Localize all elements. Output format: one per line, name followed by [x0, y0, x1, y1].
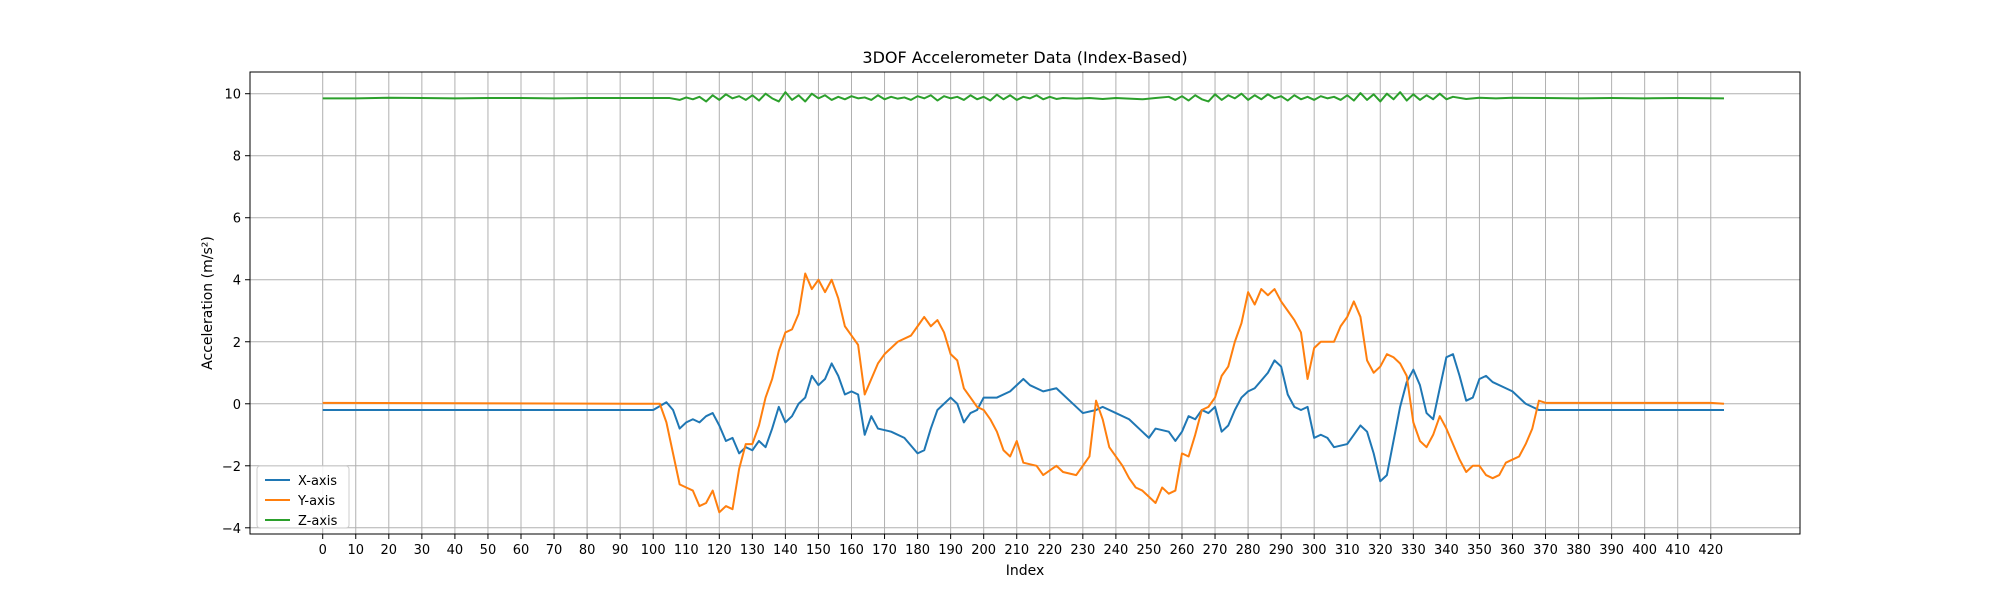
plot-area	[250, 72, 1800, 534]
x-tick-label: 260	[1170, 543, 1195, 558]
x-tick-label: 110	[674, 543, 699, 558]
x-tick-label: 400	[1632, 543, 1657, 558]
x-tick-label: 120	[707, 543, 732, 558]
y-tick-label: 10	[224, 88, 241, 103]
y-axis-ticks: −4 −2 0 2 4 6 8 10	[222, 88, 250, 537]
x-tick-label: 420	[1698, 543, 1723, 558]
legend: X-axis Y-axis Z-axis	[256, 465, 350, 529]
x-axis-label: Index	[1006, 563, 1045, 579]
legend-label: Y-axis	[297, 494, 335, 509]
x-tick-label: 40	[447, 543, 464, 558]
x-tick-label: 310	[1335, 543, 1360, 558]
grid-lines	[250, 72, 1800, 534]
x-tick-label: 340	[1434, 543, 1459, 558]
x-tick-label: 150	[806, 543, 831, 558]
x-tick-label: 190	[938, 543, 963, 558]
y-tick-label: 4	[233, 274, 241, 289]
x-tick-label: 220	[1037, 543, 1062, 558]
x-tick-label: 160	[839, 543, 864, 558]
legend-label: X-axis	[298, 474, 337, 489]
x-tick-label: 0	[319, 543, 327, 558]
legend-label: Z-axis	[298, 514, 338, 529]
x-tick-label: 180	[905, 543, 930, 558]
x-tick-label: 370	[1533, 543, 1558, 558]
x-tick-label: 230	[1070, 543, 1095, 558]
y-tick-label: −2	[222, 460, 241, 475]
x-tick-label: 300	[1302, 543, 1327, 558]
x-tick-label: 30	[414, 543, 431, 558]
x-tick-label: 200	[971, 543, 996, 558]
chart-title: 3DOF Accelerometer Data (Index-Based)	[862, 48, 1187, 67]
y-tick-label: 8	[233, 150, 241, 165]
x-tick-label: 240	[1103, 543, 1128, 558]
series-line-x-axis	[322, 353, 1724, 483]
x-tick-label: 320	[1368, 543, 1393, 558]
x-tick-label: 170	[872, 543, 897, 558]
x-tick-label: 410	[1665, 543, 1690, 558]
x-tick-label: 350	[1467, 543, 1492, 558]
x-tick-label: 270	[1203, 543, 1228, 558]
y-axis-label: Acceleration (m/s²)	[200, 236, 216, 370]
series-line-y-axis	[322, 272, 1725, 514]
x-tick-label: 20	[381, 543, 398, 558]
y-tick-label: 2	[233, 336, 241, 351]
x-tick-label: 10	[347, 543, 364, 558]
x-tick-label: 290	[1269, 543, 1294, 558]
x-tick-label: 100	[641, 543, 666, 558]
x-tick-label: 60	[513, 543, 530, 558]
y-tick-label: −4	[222, 522, 241, 537]
x-axis-ticks: 0 10 20 30 40 50 60 70 80 90 100 110 120 130 140 150 160…	[319, 534, 1723, 558]
x-tick-label: 50	[480, 543, 497, 558]
x-tick-label: 360	[1500, 543, 1525, 558]
x-tick-label: 250	[1137, 543, 1162, 558]
y-tick-label: 0	[233, 398, 241, 413]
x-tick-label: 390	[1599, 543, 1624, 558]
x-tick-label: 280	[1236, 543, 1261, 558]
x-tick-label: 210	[1004, 543, 1029, 558]
x-tick-label: 130	[740, 543, 765, 558]
x-tick-label: 80	[579, 543, 596, 558]
x-tick-label: 70	[546, 543, 563, 558]
x-tick-label: 140	[773, 543, 798, 558]
series-lines	[322, 91, 1725, 514]
legend-box	[256, 465, 350, 529]
y-tick-label: 6	[233, 212, 241, 227]
x-tick-label: 380	[1566, 543, 1591, 558]
plot-frame	[249, 71, 1801, 535]
series-line-z-axis	[322, 91, 1724, 103]
x-tick-label: 330	[1401, 543, 1426, 558]
x-tick-label: 90	[612, 543, 629, 558]
